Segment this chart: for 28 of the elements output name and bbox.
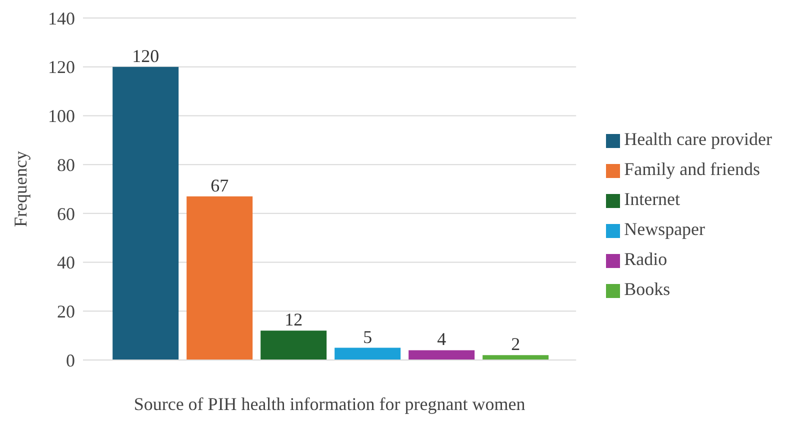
legend-label: Books: [624, 279, 670, 299]
data-label: 120: [132, 46, 160, 66]
bar: [408, 350, 475, 360]
legend-label: Internet: [624, 189, 680, 209]
legend-label: Radio: [624, 249, 668, 269]
x-axis-title: Source of PIH health information for pregnant women: [134, 394, 526, 414]
data-label: 67: [210, 175, 229, 196]
y-tick-label: 40: [57, 252, 75, 273]
legend-label: Newspaper: [624, 219, 706, 239]
bar: [260, 330, 327, 360]
y-tick-label: 120: [48, 57, 75, 78]
y-axis-title: Frequency: [10, 151, 30, 227]
bar: [334, 348, 401, 360]
bar: [112, 66, 179, 360]
y-tick-label: 0: [66, 350, 75, 370]
data-label: 5: [363, 326, 372, 347]
legend-label: Family and friends: [624, 159, 760, 179]
data-label: 2: [511, 334, 520, 354]
bar: [186, 196, 253, 360]
y-tick-label: 100: [48, 106, 75, 126]
data-label: 12: [284, 310, 303, 330]
y-tick-label: 140: [48, 8, 75, 28]
legend-label: Health care provider: [624, 129, 772, 149]
data-label: 4: [437, 329, 446, 350]
y-tick-label: 80: [57, 154, 75, 175]
bar: [482, 355, 549, 360]
y-tick-label: 60: [57, 204, 75, 224]
y-tick-label: 20: [57, 302, 75, 322]
